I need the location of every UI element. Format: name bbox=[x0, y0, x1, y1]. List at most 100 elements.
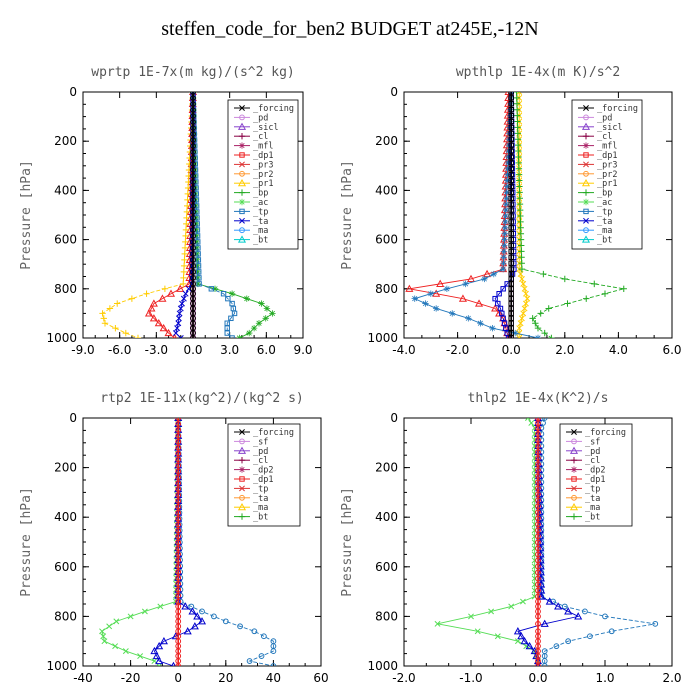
data-point bbox=[508, 330, 514, 336]
data-point bbox=[513, 100, 521, 108]
data-point bbox=[246, 329, 253, 337]
data-point bbox=[193, 232, 200, 240]
data-point bbox=[545, 597, 554, 605]
legend-marker bbox=[571, 485, 577, 492]
data-point bbox=[518, 242, 525, 249]
data-point bbox=[530, 646, 539, 655]
data-point bbox=[228, 315, 234, 322]
data-point bbox=[489, 324, 496, 332]
data-point bbox=[582, 608, 588, 615]
data-point bbox=[518, 265, 526, 273]
data-point bbox=[508, 242, 514, 249]
series-group bbox=[405, 92, 627, 338]
data-point bbox=[506, 333, 511, 338]
data-point bbox=[535, 527, 541, 534]
data-point bbox=[516, 92, 523, 95]
data-point bbox=[190, 119, 196, 125]
legend-marker bbox=[238, 142, 246, 149]
data-point bbox=[524, 295, 531, 302]
legend-marker bbox=[582, 133, 590, 140]
data-point bbox=[180, 268, 188, 276]
data-point bbox=[534, 324, 542, 332]
data-point bbox=[508, 189, 514, 196]
x-tick-label: -6.0 bbox=[108, 343, 131, 357]
y-tick-label: 600 bbox=[375, 233, 398, 247]
data-point bbox=[181, 256, 188, 264]
legend-marker bbox=[571, 494, 577, 501]
y-tick-label: 800 bbox=[375, 609, 398, 623]
data-point bbox=[541, 663, 548, 666]
data-point bbox=[175, 574, 182, 581]
data-point bbox=[422, 300, 429, 307]
data-point bbox=[161, 285, 169, 292]
data-point bbox=[458, 294, 468, 302]
y-tick-label: 600 bbox=[54, 560, 77, 574]
data-point bbox=[175, 563, 182, 569]
data-point bbox=[535, 661, 541, 666]
legend-marker bbox=[239, 494, 245, 501]
data-point bbox=[499, 310, 505, 317]
data-point bbox=[127, 613, 134, 620]
data-point bbox=[193, 203, 200, 209]
legend-label: _cl bbox=[253, 132, 268, 142]
data-point bbox=[517, 212, 524, 220]
x-tick-label: 4.0 bbox=[609, 343, 628, 357]
data-point bbox=[175, 557, 182, 563]
data-point bbox=[508, 266, 514, 272]
data-point bbox=[182, 290, 189, 297]
data-point bbox=[175, 468, 182, 475]
data-point bbox=[175, 569, 182, 575]
data-point bbox=[191, 136, 198, 144]
legend-marker bbox=[583, 105, 589, 111]
data-point bbox=[188, 607, 197, 615]
x-tick-label: 0.0 bbox=[183, 343, 202, 357]
data-point bbox=[180, 280, 187, 288]
legend-label: _ma bbox=[585, 503, 600, 513]
data-point bbox=[518, 260, 525, 267]
data-point bbox=[516, 189, 523, 196]
data-point bbox=[508, 201, 514, 207]
data-point bbox=[405, 284, 414, 292]
data-point bbox=[516, 206, 524, 214]
data-point bbox=[175, 432, 182, 439]
y-axis-label: Pressure [hPa] bbox=[340, 487, 355, 597]
legend-label: _dp2 bbox=[585, 466, 605, 476]
data-point bbox=[500, 286, 506, 292]
data-point bbox=[496, 291, 502, 297]
legend-marker bbox=[239, 429, 245, 435]
data-point bbox=[508, 171, 514, 178]
data-point bbox=[180, 274, 187, 282]
data-point bbox=[270, 648, 277, 655]
data-point bbox=[183, 627, 192, 635]
legend-marker bbox=[237, 446, 247, 454]
data-point bbox=[190, 203, 196, 209]
data-point bbox=[190, 95, 196, 101]
legend-marker bbox=[239, 485, 245, 492]
y-tick-label: 1000 bbox=[367, 659, 398, 673]
y-tick-label: 0 bbox=[69, 85, 77, 99]
data-point bbox=[149, 314, 158, 322]
data-point bbox=[508, 195, 514, 201]
x-tick-label: 40 bbox=[266, 671, 281, 685]
legend-marker bbox=[583, 114, 589, 121]
data-point bbox=[535, 509, 541, 516]
legend-label: _dp1 bbox=[597, 151, 617, 161]
data-point bbox=[190, 92, 196, 95]
data-point bbox=[514, 141, 522, 149]
data-point bbox=[521, 285, 528, 292]
legend-label: _tp bbox=[253, 484, 268, 494]
data-point bbox=[512, 329, 519, 337]
legend-label: _cl bbox=[597, 132, 612, 142]
data-point bbox=[525, 641, 534, 650]
data-point bbox=[192, 202, 200, 210]
data-point bbox=[175, 462, 182, 469]
data-point bbox=[225, 295, 231, 302]
legend-label: _bt bbox=[253, 513, 268, 523]
data-point bbox=[190, 262, 196, 269]
data-point bbox=[535, 491, 541, 498]
data-point bbox=[501, 320, 508, 326]
x-tick-label: -9.0 bbox=[71, 343, 94, 357]
data-point bbox=[561, 275, 568, 283]
y-tick-label: 200 bbox=[375, 461, 398, 475]
